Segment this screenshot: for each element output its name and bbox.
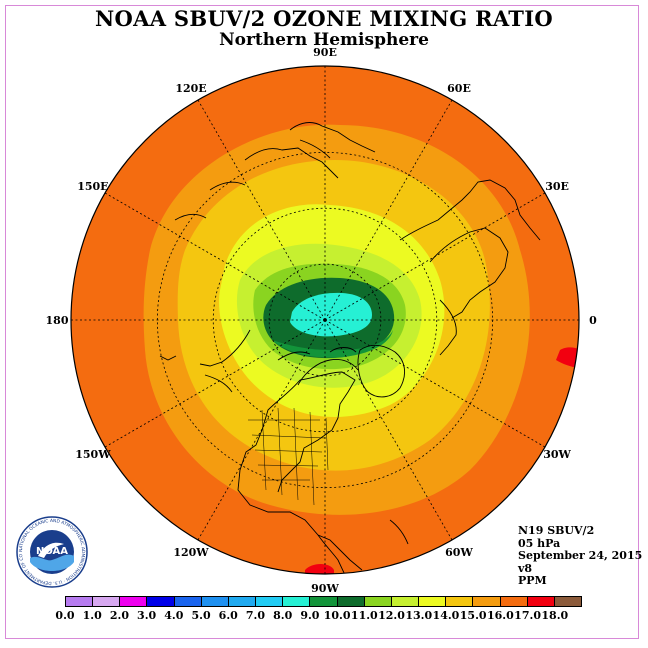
- colorbar-segment: [337, 597, 365, 606]
- colorbar-tick-label: 13.0: [405, 609, 433, 622]
- map-title: NOAA SBUV/2 OZONE MIXING RATIO: [95, 6, 553, 31]
- coast-east-asia: [174, 147, 339, 221]
- colorbar-tick-label: 11.0: [350, 609, 378, 622]
- colorbar-tick-label: 15.0: [459, 609, 487, 622]
- colorbar-ticks: 0.0 1.0 2.0 3.0 4.0 5.0 6.0 7.0 8.0 9.0 10.0 11.0 12…: [55, 609, 582, 623]
- us-state-borders: [248, 407, 329, 506]
- longitude-label: 120W: [173, 546, 209, 559]
- colorbar-tick-label: 6.0: [218, 609, 238, 622]
- colorbar-segment: [419, 597, 447, 606]
- longitude-label: 120E: [175, 82, 206, 95]
- colorbar: [65, 596, 582, 607]
- coast-central-america: [317, 519, 409, 574]
- figure-frame: [5, 5, 639, 639]
- coast-russia-east: [289, 122, 376, 159]
- field-band-9: [272, 330, 393, 358]
- colorbar-tick-label: 4.0: [164, 609, 184, 622]
- colorbar-segment: [554, 597, 581, 606]
- field-max-south: [305, 564, 334, 574]
- colorbar-tick-label: 12.0: [378, 609, 405, 622]
- colorbar-tick-label: 3.0: [137, 609, 157, 622]
- hemisphere-border: [70, 65, 580, 575]
- colorbar-segment: [201, 597, 229, 606]
- colorbar-segment: [500, 597, 528, 606]
- meridian-line: [324, 319, 546, 448]
- colorbar-tick-label: 1.0: [82, 609, 102, 622]
- longitude-labels: 120E 90E 60E 30E 0 30W 60W 90W 120W 150W 180 150E: [46, 46, 598, 595]
- colorbar-tick-label: 5.0: [191, 609, 211, 622]
- info-level: 05 hPa: [518, 536, 561, 550]
- coast-eurasia-north: [399, 179, 541, 241]
- meridian-line: [104, 192, 326, 321]
- colorbar-segment: [120, 597, 148, 606]
- colorbar-segment: [391, 597, 420, 606]
- info-units: PPM: [518, 574, 547, 588]
- colorbar-segment: [283, 597, 311, 606]
- latitude-circle: [212, 207, 438, 433]
- colorbar-segment: [473, 597, 501, 606]
- longitude-label: 60W: [445, 546, 473, 559]
- colorbar-segment: [147, 597, 175, 606]
- longitude-label: 30E: [545, 180, 569, 193]
- colorbar-segment: [228, 597, 257, 606]
- field-core: [290, 292, 372, 337]
- meridian-line: [104, 319, 326, 448]
- field-max-east: [556, 347, 579, 368]
- meridian-line: [197, 319, 326, 541]
- info-instrument: N19 SBUV/2: [518, 524, 595, 537]
- info-block: N19 SBUV/2 05 hPa September 24, 2015 v8 …: [518, 524, 643, 588]
- meridian-line: [324, 319, 453, 541]
- meridian-line: [324, 99, 453, 321]
- longitude-label: 150W: [75, 448, 111, 461]
- map-subtitle: Northern Hemisphere: [219, 30, 429, 50]
- noaa-logo: NATIONAL OCEANIC AND ATMOSPHERIC ADMINIS…: [16, 516, 88, 588]
- longitude-label: 180: [46, 314, 69, 327]
- colorbar-tick-label: 9.0: [300, 609, 320, 622]
- meridian-line: [197, 99, 326, 321]
- colorbar-segment: [174, 597, 202, 606]
- colorbar-segment: [527, 597, 555, 606]
- colorbar-tick-label: 14.0: [432, 609, 460, 622]
- longitude-label: 60E: [447, 82, 471, 95]
- coast-europe: [429, 227, 509, 356]
- longitude-label: 30W: [543, 448, 571, 461]
- info-version: v8: [518, 561, 533, 575]
- logo-noaa-text: NOAA: [36, 546, 68, 557]
- colorbar-tick-label: 16.0: [486, 609, 514, 622]
- graticule: [71, 66, 579, 574]
- colorbar-segment: [310, 597, 338, 606]
- meridian-line: [324, 192, 546, 321]
- info-date: September 24, 2015: [518, 549, 643, 563]
- coast-greenland: [357, 344, 406, 398]
- colorbar-segment: [364, 597, 392, 606]
- colorbar-tick-label: 18.0: [541, 609, 569, 622]
- colorbar-tick-label: 0.0: [55, 609, 75, 622]
- longitude-label: 0: [589, 314, 597, 327]
- colorbar-tick-label: 7.0: [245, 609, 266, 622]
- colorbar-tick-label: 8.0: [273, 609, 293, 622]
- colorbar-segment: [93, 597, 121, 606]
- colorbar-segment: [446, 597, 474, 606]
- colorbar-segment: [66, 597, 94, 606]
- colorbar-tick-label: 2.0: [109, 609, 129, 622]
- longitude-label: 90E: [313, 46, 337, 59]
- colorbar-tick-label: 17.0: [514, 609, 541, 622]
- coastlines: [159, 122, 541, 574]
- colorbar-segment: [256, 597, 284, 606]
- longitude-label: 90W: [311, 582, 339, 595]
- coast-canada-arctic: [277, 347, 359, 386]
- longitude-label: 150E: [77, 180, 108, 193]
- colorbar-tick-label: 10.0: [323, 609, 351, 622]
